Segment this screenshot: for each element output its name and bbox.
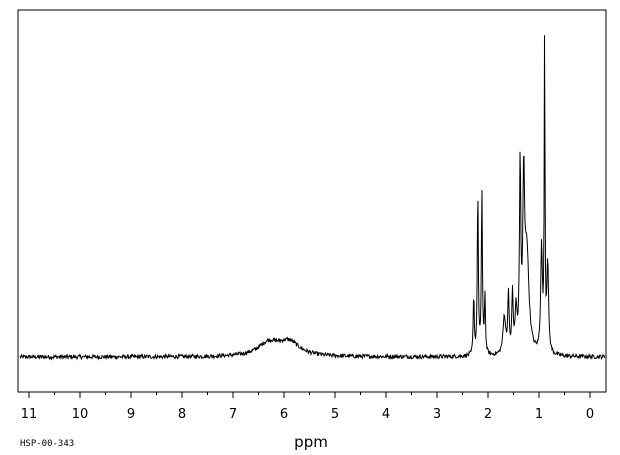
x-tick-label-9: 9 [127,407,135,422]
x-tick-label-8: 8 [178,407,186,422]
x-tick-label-10: 10 [72,407,89,422]
spectrum-series-line [19,35,606,361]
x-tick-label-4: 4 [382,407,390,422]
x-tick-label-3: 3 [433,407,441,422]
x-tick-label-11: 11 [21,407,38,422]
x-tick-label-1: 1 [535,407,543,422]
x-axis-ticks [28,392,591,398]
x-tick-label-6: 6 [280,407,288,422]
plot-frame [17,9,607,393]
x-axis-tick-labels: 11 10 9 8 7 6 5 4 3 2 1 0 [21,407,594,422]
x-tick-label-7: 7 [229,407,237,422]
x-tick-label-0: 0 [586,407,594,422]
spectrum-code-label: HSP-00-343 [20,439,74,449]
x-tick-label-2: 2 [484,407,492,422]
x-tick-label-5: 5 [331,407,339,422]
x-axis-label: ppm [294,433,328,451]
